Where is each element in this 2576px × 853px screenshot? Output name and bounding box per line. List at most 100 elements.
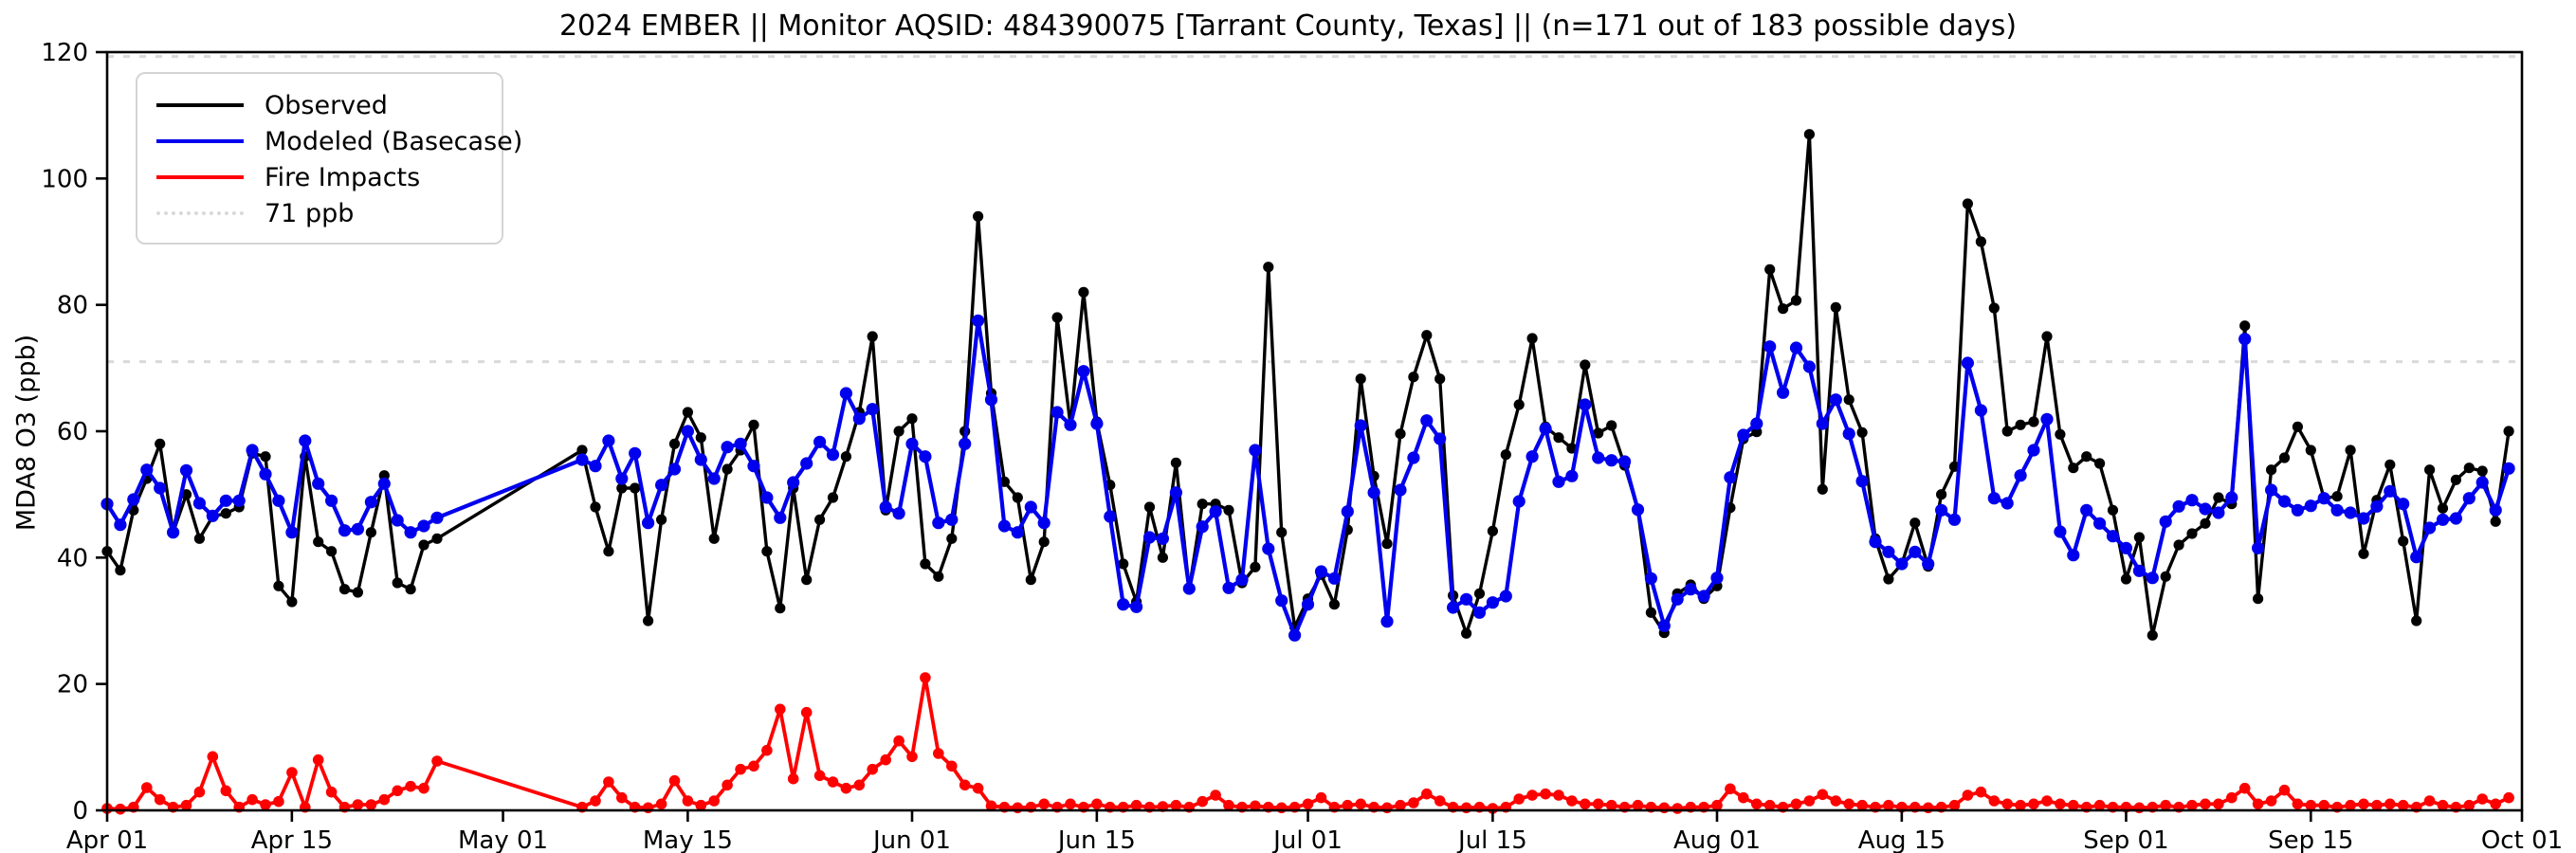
data-point bbox=[655, 479, 668, 492]
data-point bbox=[879, 500, 892, 514]
data-point bbox=[1473, 588, 1486, 599]
x-tick-label: Jun 01 bbox=[871, 826, 951, 853]
data-point bbox=[1657, 619, 1671, 632]
data-point bbox=[1947, 513, 1962, 526]
data-point bbox=[1936, 489, 1947, 500]
data-point bbox=[1684, 583, 1697, 596]
data-point bbox=[1460, 802, 1472, 814]
data-point bbox=[1461, 627, 1472, 639]
data-point bbox=[682, 795, 694, 807]
data-point bbox=[2397, 498, 2410, 511]
data-point bbox=[1250, 561, 1261, 572]
data-point bbox=[800, 706, 813, 718]
data-point bbox=[668, 438, 681, 449]
data-point bbox=[760, 491, 774, 504]
data-point bbox=[1975, 786, 1987, 798]
data-point bbox=[2345, 799, 2356, 811]
data-point bbox=[826, 448, 840, 462]
data-point bbox=[1592, 451, 1605, 464]
data-point bbox=[1526, 789, 1538, 801]
data-point bbox=[1843, 798, 1854, 810]
data-point bbox=[2001, 426, 2013, 437]
data-point bbox=[273, 795, 284, 808]
data-point bbox=[2345, 445, 2356, 456]
data-point bbox=[2160, 799, 2171, 811]
data-point bbox=[1631, 503, 1645, 517]
data-point bbox=[2436, 513, 2450, 526]
data-point bbox=[260, 799, 271, 810]
data-point bbox=[721, 441, 734, 454]
data-point bbox=[1526, 450, 1539, 463]
data-point bbox=[1974, 404, 1987, 417]
data-point bbox=[431, 755, 443, 767]
legend-label: 71 ppb bbox=[265, 198, 355, 228]
data-point bbox=[1408, 372, 1419, 383]
legend: Observed Modeled (Basecase) Fire Impacts… bbox=[136, 72, 522, 245]
legend-item-observed: Observed bbox=[156, 87, 484, 123]
data-point bbox=[2317, 492, 2330, 505]
data-point bbox=[1552, 475, 1565, 488]
data-point bbox=[1539, 422, 1552, 435]
data-point bbox=[1050, 406, 1064, 419]
data-point bbox=[155, 438, 166, 449]
x-tick-label: Sep 01 bbox=[2083, 826, 2168, 853]
data-point bbox=[404, 526, 417, 539]
data-point bbox=[1672, 803, 1683, 814]
data-point bbox=[326, 546, 338, 557]
data-point bbox=[2331, 491, 2343, 502]
data-point bbox=[1434, 432, 1447, 445]
data-point bbox=[643, 615, 654, 626]
data-point bbox=[2437, 502, 2449, 514]
data-point bbox=[642, 517, 655, 530]
data-point bbox=[325, 786, 338, 798]
data-point bbox=[2476, 793, 2488, 805]
data-point bbox=[1987, 492, 2001, 505]
x-tick-label: Oct 01 bbox=[2481, 826, 2563, 853]
data-point bbox=[2173, 539, 2184, 551]
data-point bbox=[919, 450, 932, 463]
data-point bbox=[352, 587, 363, 598]
observed-line-swatch bbox=[156, 103, 244, 107]
data-point bbox=[2160, 571, 2171, 582]
data-point bbox=[2200, 798, 2211, 810]
data-point bbox=[615, 472, 629, 485]
data-point bbox=[286, 767, 298, 778]
data-point bbox=[972, 314, 985, 327]
data-point bbox=[2213, 798, 2224, 810]
data-point bbox=[2266, 464, 2277, 476]
data-point bbox=[1064, 418, 1077, 431]
data-point bbox=[247, 793, 258, 806]
data-point bbox=[1961, 356, 1974, 370]
data-point bbox=[193, 533, 205, 544]
data-point bbox=[365, 527, 376, 538]
data-point bbox=[1434, 373, 1446, 385]
data-point bbox=[2291, 503, 2304, 517]
data-point bbox=[867, 331, 878, 342]
data-point bbox=[946, 533, 958, 544]
data-point bbox=[2411, 615, 2422, 626]
data-point bbox=[1553, 432, 1564, 444]
data-point bbox=[1883, 799, 1894, 811]
data-point bbox=[1553, 789, 1564, 801]
data-point bbox=[813, 435, 827, 448]
data-point bbox=[681, 425, 695, 438]
data-point bbox=[813, 770, 826, 782]
data-point bbox=[2093, 517, 2107, 530]
y-tick-label: 100 bbox=[41, 165, 88, 193]
data-point bbox=[2449, 512, 2462, 525]
data-point bbox=[852, 412, 866, 426]
data-point bbox=[853, 779, 866, 791]
data-point bbox=[1341, 505, 1354, 518]
data-point bbox=[2265, 483, 2278, 497]
data-point bbox=[708, 795, 720, 807]
data-point bbox=[1909, 545, 1922, 558]
x-tick-label: May 01 bbox=[458, 826, 548, 853]
data-point bbox=[787, 476, 800, 489]
data-point bbox=[1856, 426, 1868, 438]
data-point bbox=[814, 514, 826, 525]
data-point bbox=[2027, 444, 2040, 457]
data-point bbox=[2147, 629, 2158, 641]
data-point bbox=[312, 753, 324, 766]
data-point bbox=[787, 772, 799, 785]
data-point bbox=[192, 497, 206, 510]
